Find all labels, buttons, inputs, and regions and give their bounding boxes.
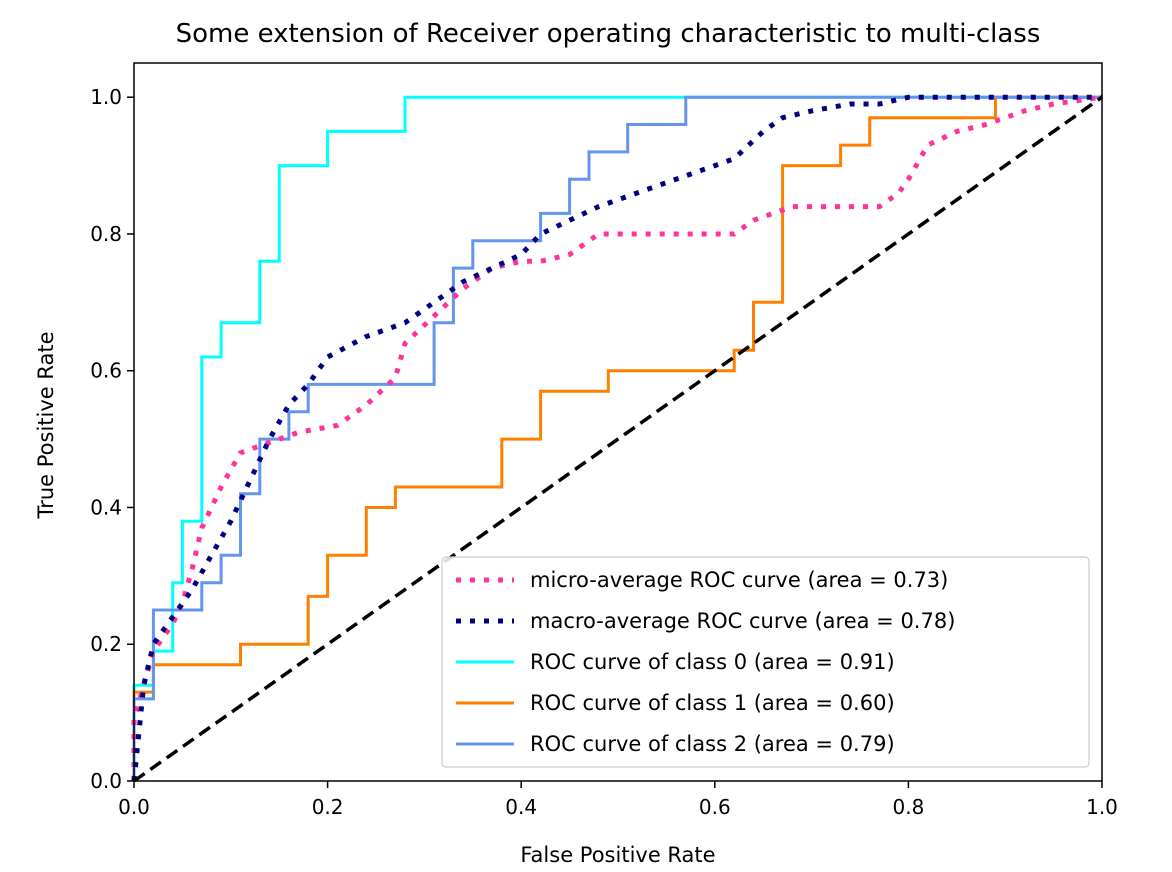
series-line-roc-curve-of-class-2-area-0-79 [132, 95, 1102, 781]
legend-label-roc-curve-of-class-2-area-0-79: ROC curve of class 2 (area = 0.79) [530, 732, 895, 756]
plot-frame [133, 62, 1103, 782]
x-axis-label: False Positive Rate [520, 843, 715, 867]
legend-label-roc-curve-of-class-0-area-0-91: ROC curve of class 0 (area = 0.91) [530, 650, 895, 674]
legend-label-micro-average-roc-curve-area-0-73: micro-average ROC curve (area = 0.73) [530, 568, 948, 592]
plot-area [131, 94, 1104, 783]
x-tick-label: 0.0 [118, 795, 150, 819]
y-tick-label: 0.8 [90, 222, 122, 246]
y-axis-ticks: 0.0 0.2 0.4 0.6 0.8 1.0 [90, 85, 134, 793]
x-tick-label: 0.8 [892, 795, 924, 819]
x-tick-label: 1.0 [1086, 795, 1118, 819]
y-tick-label: 0.2 [90, 632, 122, 656]
x-tick-label: 0.6 [699, 795, 731, 819]
y-axis-label: True Positive Rate [34, 331, 58, 519]
legend-label-roc-curve-of-class-1-area-0-60: ROC curve of class 1 (area = 0.60) [530, 691, 895, 715]
y-tick-label: 0.4 [90, 495, 122, 519]
x-tick-label: 0.2 [312, 795, 344, 819]
y-tick-label: 1.0 [90, 85, 122, 109]
chance-diagonal-line [132, 95, 1104, 783]
chart-title: Some extension of Receiver operating cha… [176, 19, 1041, 49]
series-line-micro-average-roc-curve-area-0-73 [131, 94, 1103, 781]
legend-label-macro-average-roc-curve-area-0-78: macro-average ROC curve (area = 0.78) [530, 609, 955, 633]
y-tick-label: 0.6 [90, 359, 122, 383]
x-axis-ticks: 0.0 0.2 0.4 0.6 0.8 1.0 [118, 781, 1118, 819]
series-line-roc-curve-of-class-0-area-0-91 [132, 95, 1102, 781]
legend: micro-average ROC curve (area = 0.73) mac… [441, 556, 1090, 768]
series-line-macro-average-roc-curve-area-0-78 [131, 94, 1102, 782]
y-tick-label: 0.0 [90, 769, 122, 793]
legend-box [441, 556, 1090, 768]
x-tick-label: 0.4 [505, 795, 537, 819]
series-line-roc-curve-of-class-1-area-0-60 [132, 95, 1102, 781]
